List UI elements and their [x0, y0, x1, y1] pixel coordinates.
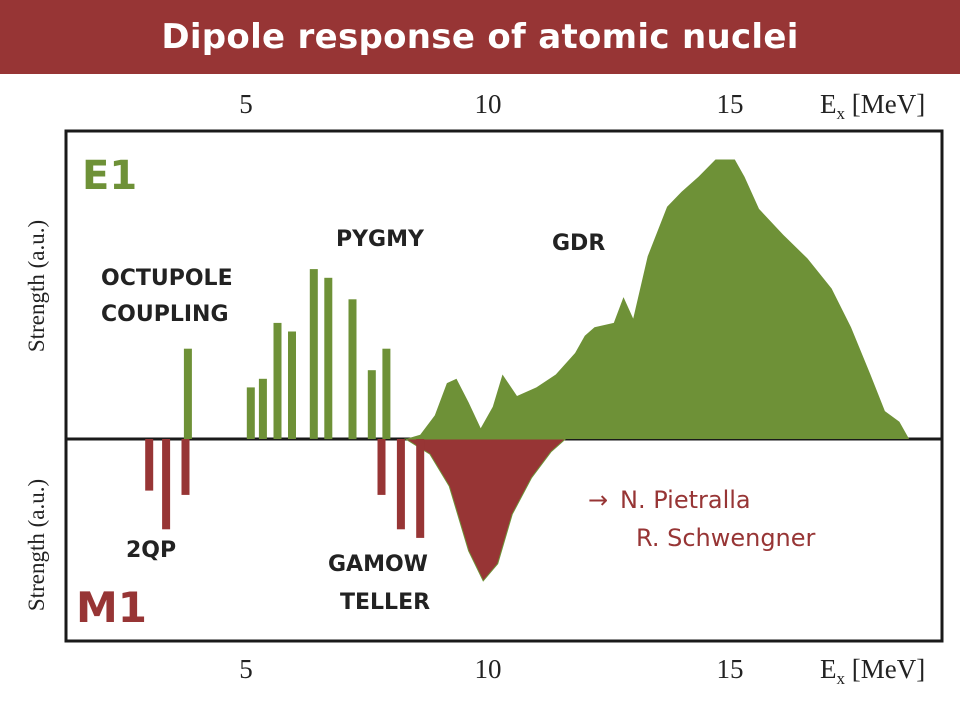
- teller-label: TELLER: [340, 590, 430, 615]
- e1-bar-4: [288, 331, 296, 439]
- y-label-top: Strength (a.u.): [24, 220, 49, 352]
- octupole-label-line2: COUPLING: [101, 302, 229, 327]
- e1-bar-0: [183, 348, 192, 439]
- e1-layer: [183, 159, 910, 440]
- e1-bar-3: [273, 322, 282, 439]
- top-tick-label: 10: [475, 89, 502, 119]
- reference-arrow-icon: →: [588, 486, 608, 514]
- plot-frame: [64, 129, 944, 643]
- m1-gamow-teller-curve: [403, 438, 566, 582]
- m1-bar-0: [145, 439, 154, 491]
- m1-bar-4: [396, 439, 405, 530]
- top-tick-label: 15: [717, 89, 744, 119]
- e1-bar-6: [324, 277, 333, 440]
- e1-bar-7: [348, 299, 357, 440]
- e1-bar-2: [258, 378, 267, 439]
- reference-line1: N. Pietralla: [620, 486, 751, 514]
- bottom-tick-label: 10: [475, 654, 502, 684]
- m1-label: M1: [76, 583, 147, 632]
- e1-gdr-curve: [405, 159, 910, 439]
- bottom-tick-label: 5: [239, 654, 253, 684]
- pygmy-label: PYGMY: [336, 227, 425, 252]
- e1-bar-5: [309, 269, 318, 439]
- bottom-axis-unit-label: Ex [MeV]: [820, 654, 925, 688]
- title-bar: Dipole response of atomic nuclei: [0, 0, 960, 74]
- m1-bar-1: [162, 439, 171, 530]
- m1-layer: [145, 438, 566, 582]
- top-axis: 5 10 15: [239, 89, 743, 119]
- octupole-label-line1: OCTUPOLE: [101, 266, 233, 291]
- gamow-label: GAMOW: [328, 552, 428, 577]
- page-title: Dipole response of atomic nuclei: [161, 17, 799, 57]
- reference-line2: R. Schwengner: [636, 524, 816, 552]
- top-axis-unit-label: Ex [MeV]: [820, 89, 925, 123]
- twoqp-label: 2QP: [126, 538, 176, 563]
- bottom-tick-label: 15: [717, 654, 744, 684]
- e1-bar-1: [246, 387, 255, 439]
- top-tick-label: 5: [239, 89, 253, 119]
- e1-label: E1: [82, 153, 137, 199]
- m1-bar-3: [377, 439, 386, 495]
- m1-bar-5: [416, 439, 425, 538]
- m1-bar-2: [181, 439, 190, 495]
- gdr-label: GDR: [552, 231, 605, 256]
- e1-bar-8: [367, 370, 376, 439]
- e1-bar-9: [382, 348, 391, 439]
- y-label-bottom: Strength (a.u.): [24, 479, 49, 611]
- bottom-axis: 5 10 15: [239, 654, 743, 684]
